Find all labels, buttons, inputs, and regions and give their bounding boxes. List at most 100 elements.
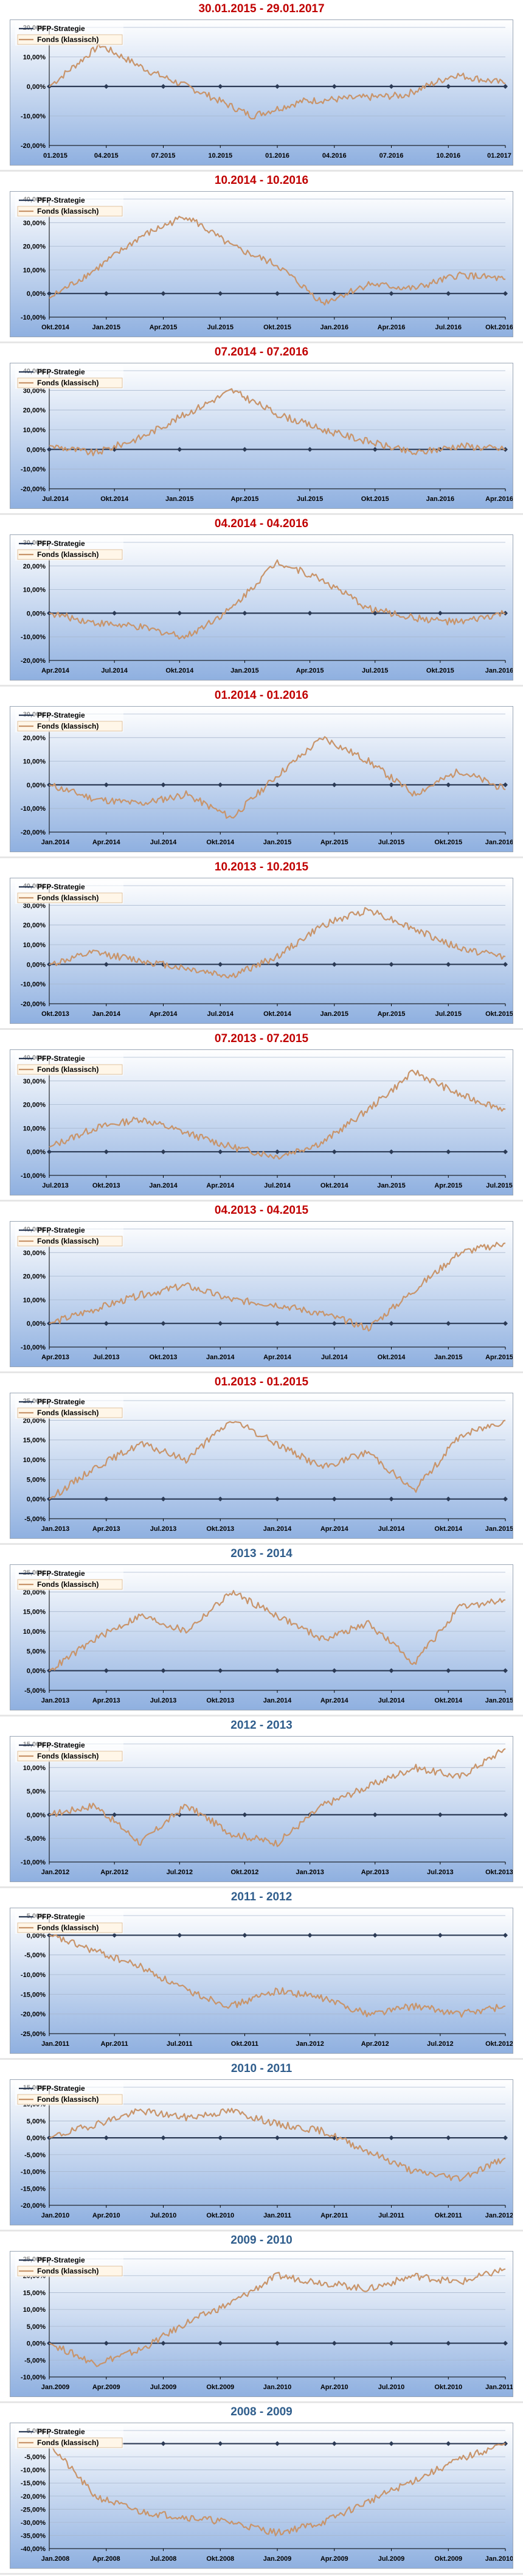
y-tick-label: -10,00% [21, 1859, 46, 1866]
y-tick-label: 20,00% [23, 563, 46, 570]
strategy-point [389, 2340, 394, 2346]
x-tick-label: Jan.2011 [41, 2040, 69, 2048]
chart-panel: 07.2013 - 07.2015 40,00%30,00%20,00%10,00… [0, 1030, 523, 1202]
strategy-point [446, 1321, 451, 1326]
strategy-point [503, 84, 508, 89]
x-tick-label: Okt.2015 [263, 324, 291, 331]
y-tick-label: 5,00% [27, 2118, 46, 2125]
strategy-point [437, 611, 443, 616]
y-tick-label: -10,00% [21, 634, 46, 641]
legend-label-strategy: PFP-Strategie [37, 1913, 85, 1921]
line-chart: 40,00%30,00%20,00%10,00%0,00%-10,00%Apr.… [10, 1222, 513, 1367]
x-tick-label: Jan.2015 [263, 839, 291, 846]
x-tick-label: Jul.2010 [378, 2384, 404, 2391]
x-tick-label: Apr.2014 [206, 1182, 235, 1189]
y-tick-label: 5,00% [27, 1788, 46, 1796]
x-tick-label: Jan.2008 [41, 2555, 69, 2563]
strategy-point [275, 2340, 280, 2346]
y-tick-label: -20,00% [21, 2202, 46, 2210]
chart-panel: 2008 - 20095,00%0,00%-5,00%-10,00%-15,00… [0, 2403, 523, 2575]
y-tick-label: -20,00% [21, 486, 46, 493]
y-tick-label: 15,00% [23, 1609, 46, 1616]
chart-title: 07.2013 - 07.2015 [214, 1032, 309, 1045]
strategy-point [161, 1668, 166, 1673]
strategy-point [446, 2135, 451, 2141]
strategy-point [218, 84, 223, 89]
y-tick-label: -5,00% [24, 1835, 46, 1843]
x-tick-label: Jul.2008 [150, 2555, 176, 2563]
fund-series-line [49, 1590, 506, 1671]
line-chart: 40,00%30,00%20,00%10,00%0,00%-10,00%-20,… [10, 363, 513, 508]
strategy-point [275, 1496, 280, 1502]
strategy-point [275, 291, 280, 296]
x-tick-label: Okt.2012 [485, 2040, 513, 2048]
line-chart: 25,00%20,00%15,00%10,00%5,00%0,00%-5,00%… [10, 2252, 513, 2396]
y-tick-label: -20,00% [21, 1001, 46, 1008]
y-tick-label: -20,00% [21, 2011, 46, 2018]
x-tick-label: Jul.2015 [486, 1182, 512, 1189]
x-tick-label: Okt.2009 [434, 2555, 462, 2563]
line-chart: 25,00%20,00%15,00%10,00%5,00%0,00%-5,00%… [10, 1565, 513, 1710]
x-tick-label: Apr.2014 [263, 1354, 292, 1361]
x-tick-label: Apr.2015 [378, 1010, 406, 1018]
y-tick-label: -40,00% [21, 2546, 46, 2553]
y-tick-label: 20,00% [23, 243, 46, 251]
x-tick-label: 01.2017 [487, 152, 511, 159]
chart-frame: 40,00%30,00%20,00%10,00%0,00%-10,00%Jul.… [10, 1049, 513, 1195]
x-tick-label: Jul.2011 [167, 2040, 193, 2048]
x-tick-label: Jul.2015 [435, 1010, 462, 1018]
strategy-point [275, 1668, 280, 1673]
y-tick-label: 30,00% [23, 220, 46, 227]
strategy-point [503, 1933, 508, 1938]
strategy-point [47, 2135, 52, 2141]
chart-panel: 2012 - 201315,00%10,00%5,00%0,00%-5,00%-… [0, 1717, 523, 1888]
legend-label-fund: Fonds (klassisch) [37, 1580, 99, 1589]
y-tick-label: 10,00% [23, 1628, 46, 1636]
fund-series-line [49, 215, 506, 306]
y-tick-label: 20,00% [23, 735, 46, 742]
strategy-point [331, 1321, 337, 1326]
fund-series-line [49, 42, 506, 120]
strategy-point [437, 1812, 443, 1818]
strategy-point [161, 782, 166, 788]
x-tick-label: Okt.2015 [485, 1010, 513, 1018]
legend: PFP-Strategie Fonds (klassisch) [15, 1567, 123, 1591]
legend-label-fund: Fonds (klassisch) [37, 35, 99, 44]
chart-title: 07.2014 - 07.2016 [214, 346, 309, 359]
x-tick-label: Okt.2014 [100, 495, 129, 503]
fund-series-line [49, 2267, 506, 2367]
x-tick-label: Apr.2014 [320, 1697, 349, 1704]
y-tick-label: 0,00% [27, 782, 46, 789]
y-tick-label: -10,00% [21, 314, 46, 321]
strategy-point [112, 447, 117, 452]
strategy-point [103, 1149, 109, 1155]
strategy-point [112, 1812, 117, 1818]
strategy-point [389, 1496, 394, 1502]
x-tick-label: Jul.2009 [378, 2555, 404, 2563]
strategy-point [307, 1933, 313, 1938]
strategy-point [275, 962, 280, 967]
strategy-point [47, 962, 52, 967]
legend-label-strategy: PFP-Strategie [37, 196, 85, 205]
legend-label-strategy: PFP-Strategie [37, 883, 85, 891]
x-tick-label: Okt.2014 [165, 667, 194, 674]
y-tick-label: 0,00% [27, 2135, 46, 2142]
fund-series-line [49, 2443, 506, 2536]
x-tick-label: Jul.2014 [42, 495, 69, 503]
chart-panel: 10.2013 - 10.201540,00%30,00%20,00%10,00… [0, 858, 523, 1030]
line-chart: 5,00%0,00%-5,00%-10,00%-15,00%-20,00%-25… [10, 1908, 513, 2053]
legend: PFP-Strategie Fonds (klassisch) [15, 881, 123, 904]
y-tick-label: 10,00% [23, 1457, 46, 1464]
x-tick-label: Jul.2014 [207, 1010, 234, 1018]
chart-frame: 40,00%30,00%20,00%10,00%0,00%-10,00%Okt.… [10, 191, 513, 337]
legend-label-strategy: PFP-Strategie [37, 1741, 85, 1749]
strategy-point [331, 1668, 337, 1673]
y-tick-label: 20,00% [23, 1417, 46, 1424]
x-tick-label: Jan.2016 [485, 667, 513, 674]
strategy-point [47, 1149, 52, 1155]
strategy-point [218, 2441, 223, 2446]
strategy-point [307, 611, 313, 616]
x-tick-label: Okt.2015 [434, 839, 462, 846]
x-tick-label: Jul.2013 [42, 1182, 68, 1189]
panel-separator [0, 685, 523, 687]
